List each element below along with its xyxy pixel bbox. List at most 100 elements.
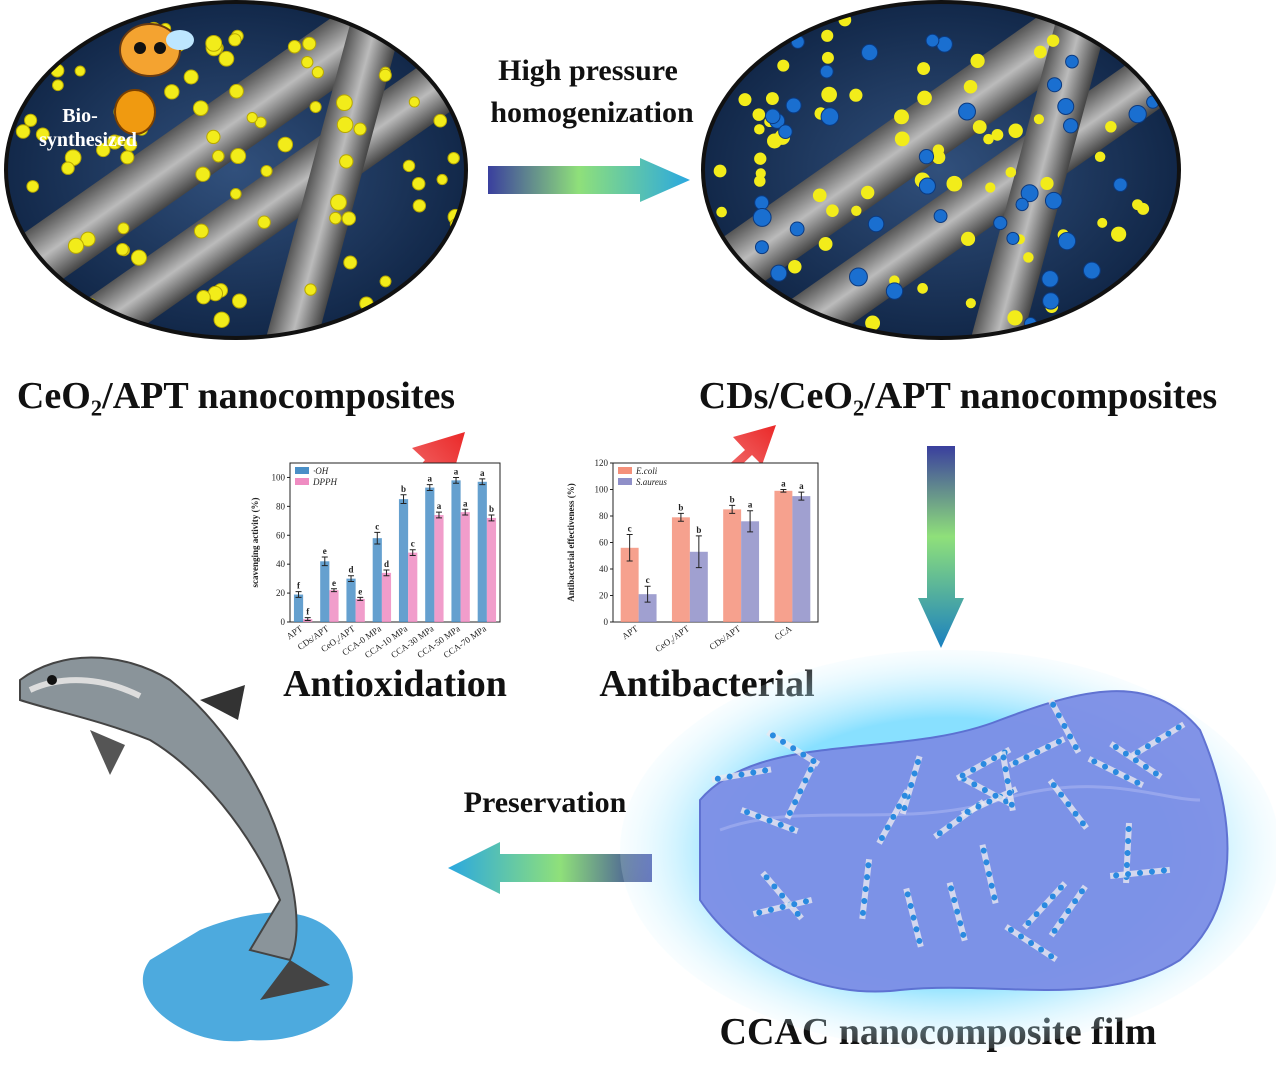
nanoparticle <box>917 283 928 294</box>
significance-letter: e <box>332 578 336 588</box>
carbon-dot <box>1082 261 1101 280</box>
error-bar <box>357 596 364 601</box>
nanoparticle <box>302 36 317 51</box>
rod-dot <box>800 751 807 758</box>
significance-letter: c <box>628 524 632 534</box>
rod-dot <box>771 883 778 890</box>
significance-letter: b <box>730 494 735 504</box>
error-bar <box>295 591 302 598</box>
legend-swatch <box>618 467 632 474</box>
rod <box>1109 741 1163 780</box>
material-label: CeO₂/APT nanocomposites <box>17 375 455 417</box>
rod-dot <box>1045 743 1052 750</box>
nanoparticle <box>402 159 416 173</box>
rod-dot <box>859 909 866 916</box>
rod-dot <box>1048 953 1055 960</box>
rod-dot <box>896 803 903 810</box>
rod-dot <box>750 769 757 776</box>
nanoparticle <box>123 137 138 152</box>
significance-letter: a <box>437 501 442 511</box>
rod-dot <box>762 767 769 774</box>
nanoparticle <box>1094 151 1106 163</box>
error-bar <box>348 575 355 583</box>
nanoparticle <box>26 180 40 193</box>
nanoparticle <box>228 33 242 47</box>
rod-dot <box>864 874 871 881</box>
rod-dot <box>1113 872 1120 879</box>
rod-dot <box>1175 724 1182 731</box>
rod-dot <box>1051 927 1058 934</box>
nanoparticle <box>409 45 423 60</box>
nanoparticle <box>714 316 729 331</box>
nanoparticle <box>786 13 802 29</box>
rod-dot <box>1050 701 1057 708</box>
bar <box>372 538 382 622</box>
x-tick-label: CDs/APT <box>707 623 742 652</box>
nanoparticle <box>1154 19 1165 30</box>
rod-dot <box>1102 763 1109 770</box>
nanoparticle <box>16 247 31 262</box>
carbon-dot <box>754 195 770 211</box>
significance-letter: c <box>411 539 415 549</box>
rod <box>1047 698 1082 754</box>
significance-letter: b <box>489 504 494 514</box>
film <box>620 650 1276 1050</box>
nanoparticle <box>1007 310 1023 326</box>
nanoparticle <box>713 164 727 178</box>
legend-swatch <box>618 478 632 485</box>
nanoparticle <box>206 129 221 145</box>
nanoparticle <box>1040 176 1054 191</box>
y-axis-label: Antibacterial effectiveness (%) <box>566 483 576 601</box>
rod-dot <box>951 897 958 904</box>
nanoparticle <box>254 116 267 129</box>
significance-letter: b <box>696 525 701 535</box>
bar <box>451 480 461 622</box>
rod-dot <box>1008 801 1015 808</box>
rod-dot <box>1112 744 1119 751</box>
rod-dot <box>911 770 918 777</box>
nanoparticle <box>821 51 834 64</box>
error-bar <box>729 504 736 514</box>
carbon-dot <box>1015 197 1029 212</box>
nanoparticle <box>341 211 357 226</box>
preservation-label: Preservation <box>464 786 627 819</box>
nanoparticle <box>754 175 766 187</box>
nanoparticle <box>754 152 767 165</box>
ceo2-apt-scene <box>6 2 466 338</box>
nanoparticle <box>336 94 353 112</box>
rod <box>1048 884 1088 938</box>
carbon-dot <box>1044 191 1063 210</box>
nanoparticle <box>818 237 833 251</box>
carbon-dot <box>861 43 879 62</box>
rod-dot <box>1078 888 1085 895</box>
nanoparticle <box>411 176 426 191</box>
nanoparticle <box>826 204 839 218</box>
nanoparticle <box>412 199 427 213</box>
rod-dot <box>1002 766 1009 773</box>
rod <box>1008 736 1066 768</box>
rod-dot <box>913 926 920 933</box>
nanoparticle <box>860 185 875 200</box>
error-bar <box>479 478 486 486</box>
significance-letter: a <box>480 468 485 478</box>
nanoparticle <box>67 237 85 254</box>
rod-dot <box>980 760 987 767</box>
carbon-dot <box>712 74 730 92</box>
property-label: Antioxidation <box>283 663 507 705</box>
error-bar <box>374 531 381 545</box>
carbon-dot <box>789 221 805 237</box>
rod-dot <box>1123 861 1130 868</box>
rod-dot <box>948 885 955 892</box>
error-bar <box>453 476 460 484</box>
rod-dot <box>1065 801 1072 808</box>
bar <box>638 594 657 622</box>
error-bar <box>695 535 702 569</box>
rod-dot <box>1124 850 1131 856</box>
rod-dot <box>1041 902 1048 909</box>
error-bar <box>747 510 754 533</box>
nanoparticle <box>1005 167 1017 178</box>
significance-letter: a <box>781 479 786 489</box>
y-tick-label: 20 <box>599 591 609 601</box>
nanoparticle <box>771 16 787 32</box>
nanoparticle <box>378 68 392 82</box>
